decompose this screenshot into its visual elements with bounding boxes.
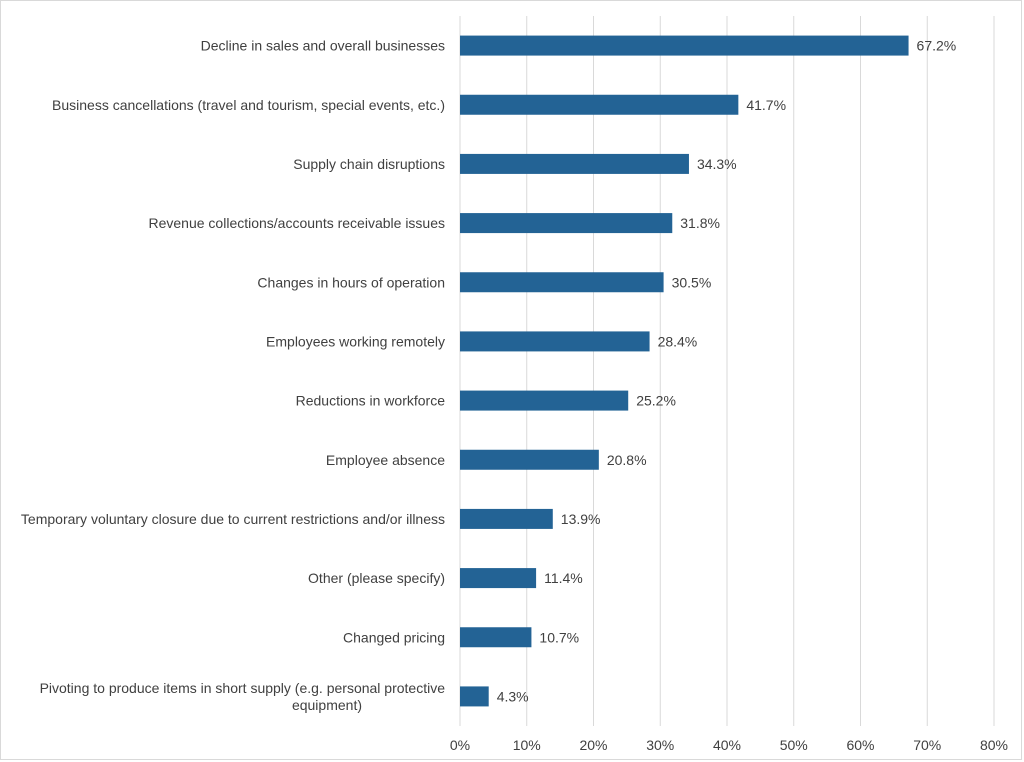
x-tick-label: 20% <box>579 737 607 753</box>
bar <box>460 213 673 234</box>
x-tick-label: 0% <box>450 737 470 753</box>
data-label: 25.2% <box>636 393 676 409</box>
category-label: Revenue collections/accounts receivable … <box>149 215 446 231</box>
x-tick-label: 30% <box>646 737 674 753</box>
bar <box>460 272 664 293</box>
x-tick-label: 60% <box>846 737 874 753</box>
x-tick-label: 10% <box>513 737 541 753</box>
data-label: 67.2% <box>917 38 957 54</box>
category-label: Temporary voluntary closure due to curre… <box>21 511 445 527</box>
data-label: 31.8% <box>680 215 720 231</box>
data-label: 13.9% <box>561 511 601 527</box>
data-label: 4.3% <box>497 688 529 704</box>
bar <box>460 568 537 589</box>
bars <box>460 35 909 707</box>
category-label: Employee absence <box>326 452 445 468</box>
category-label: Changed pricing <box>343 629 445 645</box>
x-axis-tick-labels: 0% 10% 20% 30% 40% 50% 60% 70% 80% <box>450 737 1008 753</box>
data-label: 41.7% <box>746 97 786 113</box>
bar <box>460 686 489 707</box>
x-tick-label: 50% <box>780 737 808 753</box>
bar <box>460 390 629 411</box>
bar <box>460 94 739 115</box>
x-tick-label: 80% <box>980 737 1008 753</box>
data-label: 11.4% <box>544 570 583 586</box>
category-label: Reductions in workforce <box>296 393 446 409</box>
data-label: 20.8% <box>607 452 647 468</box>
category-label: Other (please specify) <box>308 570 445 586</box>
category-labels: Decline in sales and overall businesses B… <box>21 38 445 713</box>
category-label: Business cancellations (travel and touri… <box>52 97 445 113</box>
bar <box>460 35 909 56</box>
data-labels: 67.2% 41.7% 34.3% 31.8% 30.5% 28.4% 25.2% 20.8%… <box>497 38 957 705</box>
data-label: 28.4% <box>658 333 698 349</box>
data-label: 30.5% <box>672 274 712 290</box>
bar <box>460 449 599 470</box>
x-tick-label: 70% <box>913 737 941 753</box>
category-label: Changes in hours of operation <box>257 274 445 290</box>
category-label: Decline in sales and overall businesses <box>201 38 445 54</box>
category-label: Employees working remotely <box>266 333 445 349</box>
bar <box>460 331 650 352</box>
bar <box>460 627 532 648</box>
gridlines <box>459 16 995 726</box>
bar <box>460 153 689 174</box>
category-label: Pivoting to produce items in short suppl… <box>40 680 446 713</box>
category-label: Supply chain disruptions <box>293 156 445 172</box>
data-label: 10.7% <box>539 629 579 645</box>
x-tick-label: 40% <box>713 737 741 753</box>
bar <box>460 508 553 529</box>
data-label: 34.3% <box>697 156 737 172</box>
